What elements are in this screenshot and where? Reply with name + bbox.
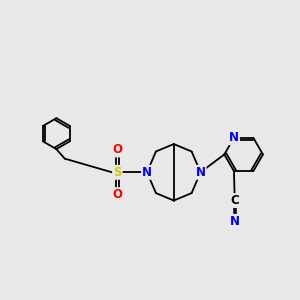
Text: N: N <box>229 131 239 144</box>
Text: N: N <box>196 166 206 179</box>
Text: N: N <box>142 166 152 179</box>
Text: N: N <box>230 215 240 228</box>
Text: C: C <box>230 194 239 207</box>
Text: O: O <box>112 188 122 201</box>
Text: S: S <box>113 166 122 179</box>
Text: O: O <box>112 143 122 157</box>
